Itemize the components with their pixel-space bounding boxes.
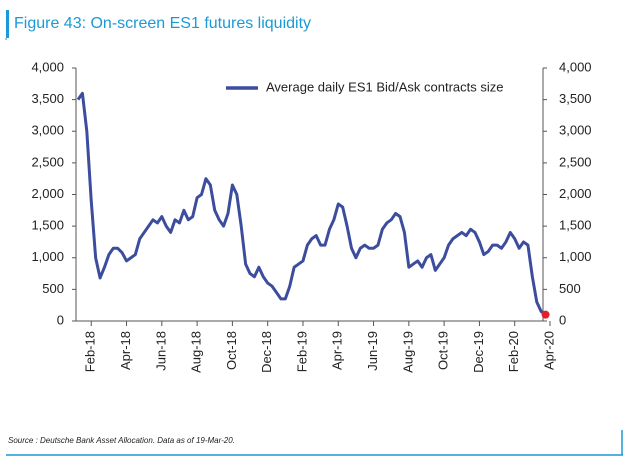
y-tick-label: 4,000 <box>31 59 64 74</box>
x-tick-label: Oct-19 <box>436 331 451 370</box>
x-tick-label: Feb-18 <box>83 331 98 372</box>
series-line <box>76 91 547 316</box>
y-tick-label: 1,000 <box>31 249 64 264</box>
x-tick-label: Apr-20 <box>541 331 556 370</box>
x-tick-label: Jun-18 <box>153 331 168 371</box>
y2-tick-label: 3,000 <box>559 123 592 138</box>
y-tick-label: 2,000 <box>31 186 64 201</box>
y2-tick-label: 2,500 <box>559 154 592 169</box>
y2-tick-label: 1,000 <box>559 249 592 264</box>
x-tick-label: Feb-19 <box>294 331 309 372</box>
y2-tick-label: 4,000 <box>559 59 592 74</box>
x-tick-label: Oct-18 <box>224 331 239 370</box>
y2-tick-label: 3,500 <box>559 91 592 106</box>
y2-tick-label: 0 <box>559 312 566 327</box>
y-tick-label: 1,500 <box>31 218 64 233</box>
title-accent <box>6 10 9 38</box>
y2-tick-label: 500 <box>559 281 581 296</box>
y-tick-label: 3,000 <box>31 123 64 138</box>
y-tick-label: 2,500 <box>31 154 64 169</box>
last-point <box>541 310 550 319</box>
legend-label: Average daily ES1 Bid/Ask contracts size <box>266 79 504 94</box>
y-tick-label: 3,500 <box>31 91 64 106</box>
y2-tick-label: 1,500 <box>559 218 592 233</box>
x-tick-label: Dec-18 <box>259 331 274 373</box>
x-tick-label: Apr-19 <box>330 331 345 370</box>
x-tick-label: Jun-19 <box>365 331 380 371</box>
chart-title: Figure 43: On-screen ES1 futures liquidi… <box>14 15 311 32</box>
x-tick-label: Aug-18 <box>189 331 204 373</box>
x-tick-label: Feb-20 <box>506 331 521 372</box>
source-note: Source : Deutsche Bank Asset Allocation.… <box>8 436 235 445</box>
y-tick-label: 500 <box>42 281 64 296</box>
x-tick-label: Aug-19 <box>400 331 415 373</box>
x-tick-label: Apr-18 <box>118 331 133 370</box>
x-tick-label: Dec-19 <box>471 331 486 373</box>
y-tick-label: 0 <box>57 312 64 327</box>
y2-tick-label: 2,000 <box>559 186 592 201</box>
